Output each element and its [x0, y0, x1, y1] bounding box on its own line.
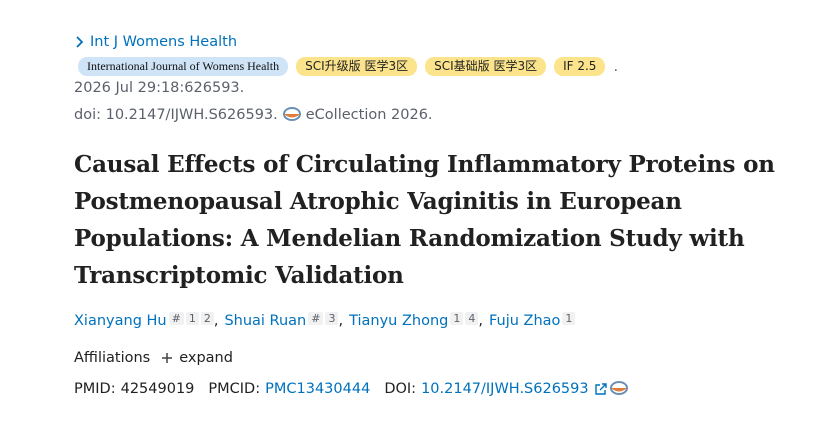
affiliations-row: Affiliations expand: [74, 350, 233, 366]
badge-end: .: [613, 58, 619, 75]
authors: Xianyang Hu #1 2, Shuai Ruan #3, Tianyu Zhong…: [74, 311, 576, 329]
badge: International Journal of Womens Health: [78, 57, 289, 76]
separator: ,: [213, 313, 219, 329]
author-name[interactable]: Fuju Zhao: [488, 313, 561, 329]
pmid-label: PMID:: [74, 381, 116, 397]
badge: SCI基础版 医学3区: [425, 57, 547, 76]
doi-label: DOI:: [384, 381, 417, 397]
author-mark[interactable]: 1: [562, 311, 576, 325]
author-name[interactable]: Xianyang Hu: [74, 313, 167, 329]
author-mark[interactable]: #: [168, 311, 184, 325]
badge: SCI升级版 医学3区: [296, 57, 418, 76]
collection-icon: [609, 381, 628, 395]
author-mark[interactable]: #: [308, 311, 324, 325]
author-name[interactable]: Shuai Ruan: [224, 313, 307, 329]
separator: ,: [478, 313, 483, 329]
pmcid-label: PMCID:: [208, 381, 261, 397]
plus-icon[interactable]: [160, 351, 174, 365]
author-mark[interactable]: 1: [450, 311, 464, 325]
chevron-icon: [76, 36, 84, 48]
collection: eCollection 2026.: [305, 107, 433, 123]
ids-row: PMID: 42549019 PMCID: PMC13430444 DOI: 1…: [74, 381, 630, 397]
badge: IF 2.5: [554, 57, 606, 76]
journal-row: Int J Womens Health: [74, 34, 237, 50]
pmid: 42549019: [120, 381, 195, 397]
journal-link[interactable]: Int J Womens Health: [90, 34, 238, 50]
date: 2026 Jul 29:18:626593.: [74, 80, 244, 96]
pmcid-link[interactable]: PMC13430444: [265, 381, 371, 397]
collection-icon: [282, 107, 301, 121]
article-title: Causal Effects of Circulating Inflammato…: [74, 151, 775, 289]
citation-doi: doi: 10.2147/IJWH.S626593.: [74, 107, 278, 123]
author-mark[interactable]: 2: [200, 311, 214, 325]
author-mark[interactable]: 3: [325, 311, 339, 325]
separator: ,: [338, 313, 344, 329]
doi-link[interactable]: 10.2147/IJWH.S626593: [421, 381, 589, 397]
author-name[interactable]: Tianyu Zhong: [349, 313, 449, 329]
external-icon[interactable]: [594, 382, 608, 396]
citation-date: 2026 Jul 29:18:626593.: [74, 80, 245, 96]
author-mark[interactable]: 1: [185, 311, 199, 325]
affiliations-label: Affiliations: [74, 350, 151, 366]
badge-row: International Journal of Womens Health SC…: [74, 57, 618, 76]
doi-row: doi: 10.2147/IJWH.S626593. eCollection 2…: [74, 107, 433, 123]
author-mark[interactable]: 4: [465, 311, 479, 325]
expand-toggle[interactable]: expand: [179, 350, 233, 366]
